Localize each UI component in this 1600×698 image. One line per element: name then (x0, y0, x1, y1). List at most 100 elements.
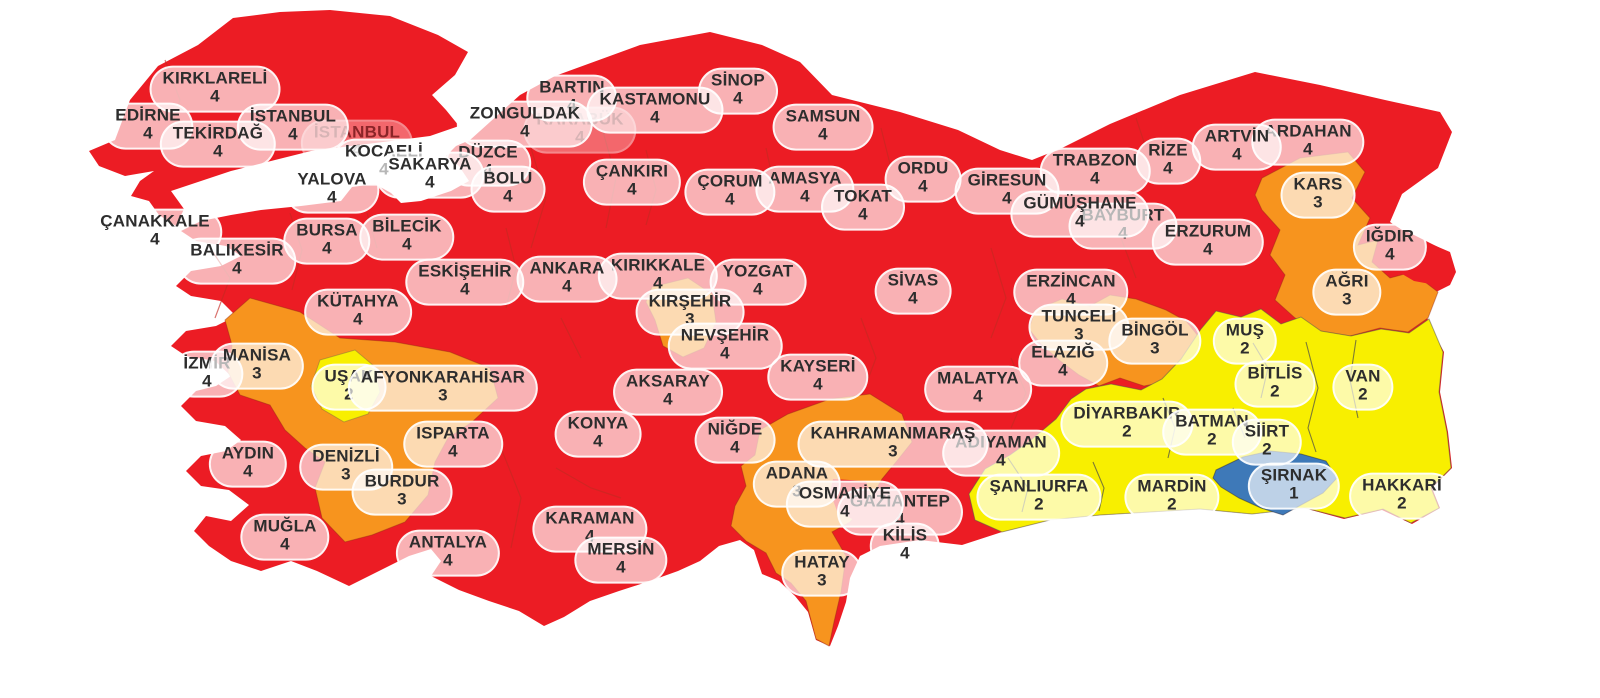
province-label: SAKARYA 4 (375, 151, 485, 199)
province-label: ZONGULDAK 4 (456, 100, 594, 148)
province-label: YOZGAT 4 (709, 258, 807, 306)
province-name: BİLECİK (372, 216, 442, 236)
province-label: SAMSUN 4 (772, 103, 874, 151)
province-risk-value: 4 (908, 289, 918, 308)
province-risk-value: 4 (150, 230, 160, 249)
province-name: KARS (1293, 174, 1343, 194)
province-name: BATMAN (1175, 411, 1249, 431)
province-name: AMASYA (768, 168, 842, 188)
province-name: MUŞ (1225, 320, 1265, 340)
province-risk-value: 4 (650, 108, 660, 127)
province-label: MUŞ 2 (1212, 317, 1278, 365)
province-label: ANTALYA 4 (395, 529, 501, 577)
province-name: GİRESUN (967, 170, 1047, 190)
province-label: MUĞLA 4 (240, 513, 330, 561)
province-risk-value: 3 (1150, 339, 1160, 358)
province-name: ARTVİN (1204, 126, 1270, 146)
province-risk-value: 3 (397, 490, 407, 509)
province-name: ANTALYA (408, 532, 488, 552)
province-name: AKSARAY (626, 371, 710, 391)
province-name: KONYA (567, 413, 629, 433)
province-label: OSMANİYE 4 (785, 480, 905, 528)
province-label: KÜTAHYA 4 (304, 288, 412, 336)
province-risk-value: 4 (232, 259, 242, 278)
province-risk-value: 3 (341, 465, 351, 484)
province-name: KAHRAMANMARAŞ (810, 423, 976, 443)
province-risk-value: 4 (813, 375, 823, 394)
province-risk-value: 3 (1313, 193, 1323, 212)
province-risk-value: 3 (685, 310, 695, 329)
province-risk-value: 4 (1203, 240, 1213, 259)
province-name: ŞANLIURFA (989, 476, 1089, 496)
province-risk-value: 4 (593, 432, 603, 451)
province-label: MANİSA 3 (209, 342, 305, 390)
province-name: BURDUR (364, 471, 440, 491)
province-name: ORDU (897, 158, 949, 178)
province-risk-value: 4 (425, 173, 435, 192)
province-name: KAYSERİ (780, 356, 856, 376)
province-label: ERZURUM 4 (1151, 218, 1265, 266)
province-risk-value: 4 (402, 235, 412, 254)
province-risk-value: 4 (520, 122, 530, 141)
province-name: IĞDIR (1365, 226, 1415, 246)
province-risk-value: 2 (1397, 494, 1407, 513)
province-risk-value: 4 (900, 544, 910, 563)
province-risk-value: 4 (322, 239, 332, 258)
province-risk-value: 4 (733, 89, 743, 108)
province-risk-value: 4 (616, 558, 626, 577)
province-risk-value: 4 (730, 438, 740, 457)
province-risk-value: 4 (973, 387, 983, 406)
province-label: KASTAMONU 4 (586, 86, 724, 134)
province-name: TEKİRDAĞ (172, 123, 264, 143)
province-label: MARDİN 2 (1124, 473, 1220, 521)
province-risk-value: 4 (503, 187, 513, 206)
province-risk-value: 4 (210, 87, 220, 106)
province-risk-value: 4 (562, 277, 572, 296)
province-name: KARAMAN (545, 508, 635, 528)
province-name: ZONGULDAK (469, 103, 581, 123)
province-label: AFYONKARAHİSAR 3 (347, 364, 539, 412)
province-risk-value: 4 (448, 442, 458, 461)
province-name: BOLU (483, 168, 533, 188)
province-name: ÇANKIRI (595, 161, 669, 181)
province-label: GÜMÜŞHANE 4 (1010, 190, 1150, 238)
province-name: MANİSA (222, 345, 292, 365)
province-name: BARTIN (539, 77, 605, 97)
province-risk-value: 2 (1240, 339, 1250, 358)
province-risk-value: 4 (1058, 361, 1068, 380)
province-risk-value: 4 (1002, 189, 1012, 208)
province-risk-value: 4 (800, 187, 810, 206)
province-label: IĞDIR 4 (1352, 223, 1428, 271)
province-risk-value: 4 (288, 125, 298, 144)
province-name: TRABZON (1052, 150, 1138, 170)
province-label: KARS 3 (1280, 171, 1356, 219)
province-risk-value: 3 (252, 364, 262, 383)
province-risk-value: 3 (438, 386, 448, 405)
province-name: İSTANBUL (249, 106, 337, 126)
province-name: ELAZIĞ (1031, 342, 1095, 362)
province-label: BALIKESİR 4 (177, 237, 297, 285)
province-risk-value: 3 (888, 442, 898, 461)
province-label: ÇANKIRI 4 (582, 158, 682, 206)
province-risk-value: 4 (1163, 159, 1173, 178)
province-name: TOKAT (834, 186, 892, 206)
province-name: HAKKARİ (1362, 475, 1442, 495)
province-risk-value: 4 (353, 310, 363, 329)
province-risk-value: 2 (1167, 495, 1177, 514)
province-risk-value: 4 (143, 124, 153, 143)
province-name: OSMANİYE (798, 483, 892, 503)
province-label: MERSİN 4 (574, 536, 668, 584)
province-risk-value: 4 (858, 205, 868, 224)
province-name: SAMSUN (785, 106, 861, 126)
province-label: BOLU 4 (470, 165, 546, 213)
province-name: BİTLİS (1247, 363, 1303, 383)
province-label: BURSA 4 (283, 217, 371, 265)
province-label: KONYA 4 (554, 410, 642, 458)
province-label: KAYSERİ 4 (767, 353, 869, 401)
province-label: KİLİS 4 (869, 522, 941, 570)
province-risk-value: 2 (1358, 385, 1368, 404)
province-risk-value: 4 (725, 190, 735, 209)
province-risk-value: 3 (817, 571, 827, 590)
province-label: ELAZIĞ 4 (1018, 339, 1108, 387)
province-name: KASTAMONU (599, 89, 711, 109)
